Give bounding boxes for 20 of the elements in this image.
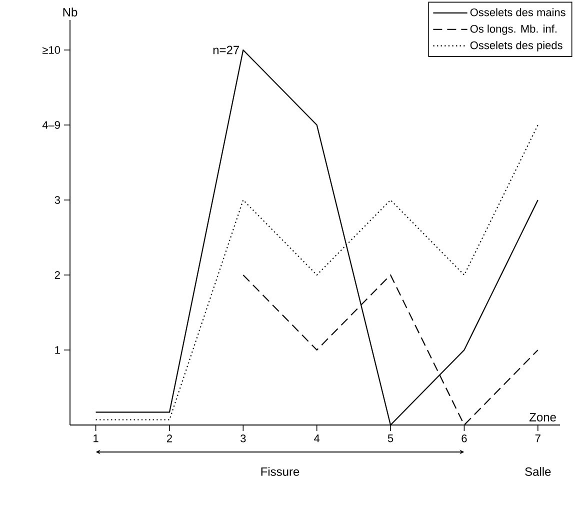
x-tick-label: 3 — [240, 434, 246, 442]
x-tick-label: 6 — [462, 434, 467, 442]
x-axis-title: Zone — [529, 413, 556, 422]
x-tick-label: 7 — [535, 434, 540, 442]
text: Salle — [525, 467, 551, 476]
x-tick-label: 5 — [388, 434, 394, 442]
x-tick-label: 2 — [166, 434, 172, 442]
y-tick-label: ≥10 — [42, 46, 60, 54]
x-tick-label: 1 — [94, 434, 98, 442]
text: Fissure — [261, 467, 300, 476]
y-axis-title: Nb — [63, 8, 78, 16]
annotation: n=27 — [213, 46, 240, 54]
y-tick-label: 3 — [54, 196, 60, 204]
y-tick-label: 1 — [55, 346, 60, 354]
x-tick-label: 4 — [314, 434, 320, 442]
y-tick-label: 2 — [54, 271, 60, 279]
legend-label: Os longs. Mb. inf. — [470, 24, 556, 35]
legend-label: Osselets des mains — [470, 8, 566, 16]
y-tick-label: 4–9 — [42, 121, 60, 129]
legend-label: Osselets des pieds — [470, 41, 562, 52]
